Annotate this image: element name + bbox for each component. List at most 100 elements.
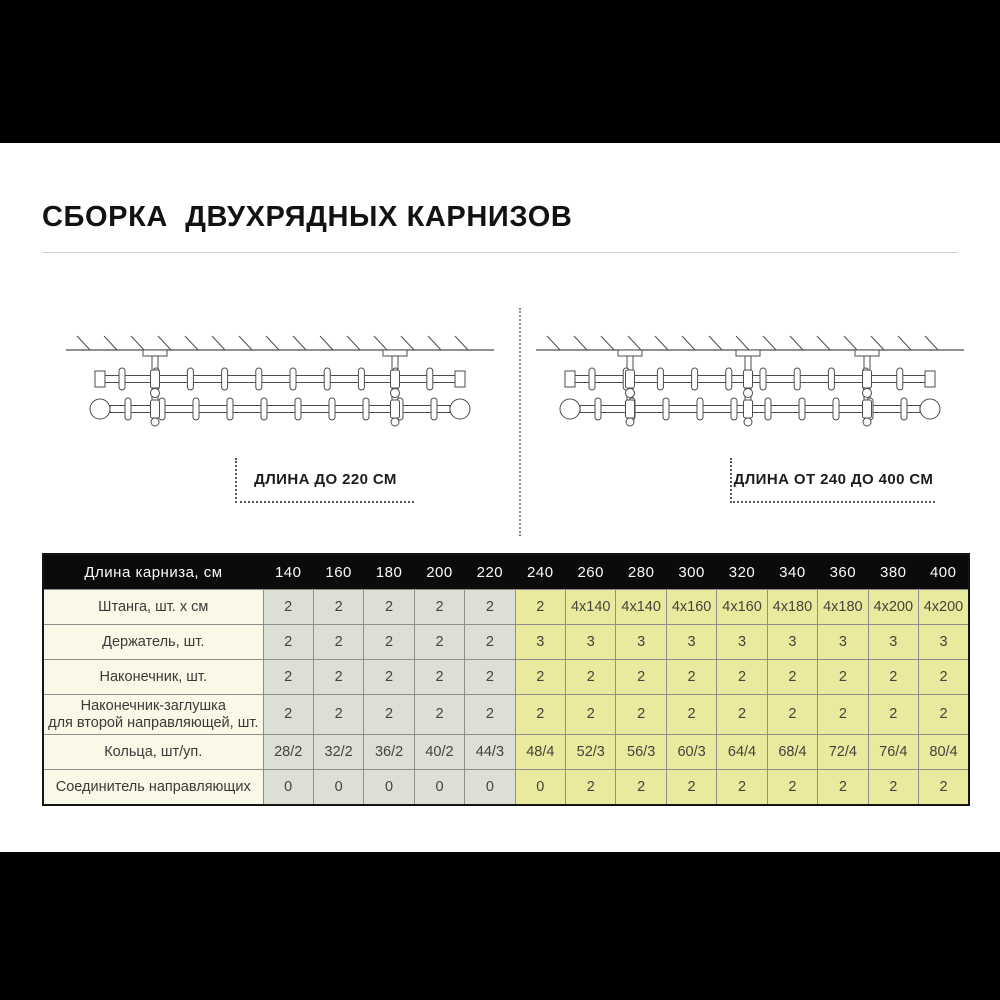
value-cell: 2 — [615, 659, 667, 695]
value-cell: 3 — [817, 624, 869, 660]
value-cell: 3 — [514, 624, 567, 660]
value-cell: 40/2 — [413, 734, 466, 770]
value-cell: 4x180 — [766, 589, 819, 625]
value-cell: 2 — [917, 769, 970, 806]
value-cell: 2 — [565, 659, 617, 695]
value-cell: 44/3 — [464, 734, 516, 770]
value-cell: 2 — [262, 624, 314, 660]
value-cell: 2 — [464, 659, 516, 695]
table-row: Наконечник, шт. 2 2 2 2 2 2 2 2 2 2 2 2 2 2 — [42, 659, 970, 695]
value-cell: 4x160 — [716, 589, 768, 625]
row-label: Соединитель направляющих — [42, 769, 264, 806]
column-header: 320 — [716, 554, 768, 590]
value-cell: 2 — [766, 659, 819, 695]
value-cell: 2 — [716, 769, 768, 806]
value-cell: 2 — [262, 659, 314, 695]
column-header: 160 — [313, 554, 364, 590]
page-title: СБОРКА ДВУХРЯДНЫХ КАРНИЗОВ — [42, 201, 573, 233]
value-cell: 2 — [817, 659, 869, 695]
value-cell: 2 — [464, 589, 516, 625]
length-caption-short: ДЛИНА ДО 220 СМ — [235, 458, 414, 503]
row-label: Штанга, шт. х см — [42, 589, 264, 625]
row-label: Кольца, шт/уп. — [42, 734, 264, 770]
table-row: Соединитель направляющих 0 0 0 0 0 0 2 2 2 2 2 2 2 2 — [42, 769, 970, 806]
value-cell: 2 — [867, 769, 919, 806]
value-cell: 52/3 — [565, 734, 617, 770]
column-header: 220 — [464, 554, 516, 590]
value-cell: 0 — [514, 769, 567, 806]
value-cell: 2 — [665, 769, 718, 806]
column-header: 380 — [868, 554, 919, 590]
value-cell: 2 — [312, 659, 365, 695]
value-cell: 3 — [565, 624, 617, 660]
value-cell: 2 — [917, 694, 970, 735]
value-cell: 2 — [665, 694, 718, 735]
value-cell: 2 — [514, 694, 567, 735]
value-cell: 0 — [464, 769, 516, 806]
content-page: СБОРКА ДВУХРЯДНЫХ КАРНИЗОВ ДЛИНА ДО 220 … — [0, 143, 1000, 852]
value-cell: 3 — [716, 624, 768, 660]
table-row: Держатель, шт. 2 2 2 2 2 3 3 3 3 3 3 3 3 3 — [42, 624, 970, 660]
value-cell: 2 — [514, 589, 567, 625]
value-cell: 2 — [464, 624, 516, 660]
length-caption-long: ДЛИНА ОТ 240 ДО 400 СМ — [730, 458, 935, 503]
value-cell: 2 — [917, 659, 970, 695]
value-cell: 2 — [312, 694, 365, 735]
row-label: Наконечник-заглушка для второй направляю… — [42, 694, 264, 735]
column-header: 300 — [666, 554, 717, 590]
value-cell: 3 — [665, 624, 718, 660]
assembly-spec-table: Длина карниза, см 140 160 180 200 220 240 260 28… — [42, 553, 970, 806]
value-cell: 2 — [615, 769, 667, 806]
value-cell: 4x200 — [917, 589, 970, 625]
value-cell: 2 — [312, 589, 365, 625]
column-header: 240 — [515, 554, 566, 590]
value-cell: 2 — [262, 589, 314, 625]
value-cell: 2 — [514, 659, 567, 695]
value-cell: 76/4 — [867, 734, 919, 770]
table-row: Штанга, шт. х см 2 2 2 2 2 2 4x140 4x140 4x160 4x1… — [42, 589, 970, 625]
value-cell: 2 — [565, 694, 617, 735]
column-header: 360 — [817, 554, 869, 590]
value-cell: 2 — [363, 624, 415, 660]
table-header-row: Длина карниза, см 140 160 180 200 220 240 260 28… — [43, 554, 969, 590]
value-cell: 3 — [867, 624, 919, 660]
value-cell: 32/2 — [312, 734, 365, 770]
value-cell: 72/4 — [817, 734, 869, 770]
value-cell: 2 — [413, 589, 466, 625]
value-cell: 68/4 — [766, 734, 819, 770]
value-cell: 36/2 — [363, 734, 415, 770]
value-cell: 2 — [464, 694, 516, 735]
column-header: 180 — [363, 554, 415, 590]
column-header: 280 — [615, 554, 667, 590]
column-header: 140 — [263, 554, 314, 590]
value-cell: 2 — [312, 624, 365, 660]
column-header: 200 — [414, 554, 465, 590]
dotted-separator — [519, 308, 521, 536]
value-cell: 4x140 — [615, 589, 667, 625]
value-cell: 80/4 — [917, 734, 970, 770]
value-cell: 3 — [615, 624, 667, 660]
value-cell: 28/2 — [262, 734, 314, 770]
value-cell: 2 — [867, 659, 919, 695]
value-cell: 3 — [766, 624, 819, 660]
double-row-cornice-diagram-short — [66, 335, 494, 427]
value-cell: 2 — [363, 694, 415, 735]
value-cell: 2 — [665, 659, 718, 695]
value-cell: 4x160 — [665, 589, 718, 625]
value-cell: 0 — [312, 769, 365, 806]
value-cell: 2 — [363, 659, 415, 695]
value-cell: 2 — [817, 694, 869, 735]
value-cell: 4x200 — [867, 589, 919, 625]
value-cell: 0 — [363, 769, 415, 806]
table-row: Кольца, шт/уп. 28/2 32/2 36/2 40/2 44/3 48/4 52… — [42, 734, 970, 770]
value-cell: 4x180 — [817, 589, 869, 625]
double-row-cornice-diagram-long — [536, 335, 964, 427]
column-header: 260 — [565, 554, 616, 590]
value-cell: 2 — [716, 694, 768, 735]
row-label: Наконечник, шт. — [42, 659, 264, 695]
value-cell: 64/4 — [716, 734, 768, 770]
value-cell: 2 — [565, 769, 617, 806]
value-cell: 2 — [817, 769, 869, 806]
row-label: Держатель, шт. — [42, 624, 264, 660]
value-cell: 3 — [917, 624, 970, 660]
